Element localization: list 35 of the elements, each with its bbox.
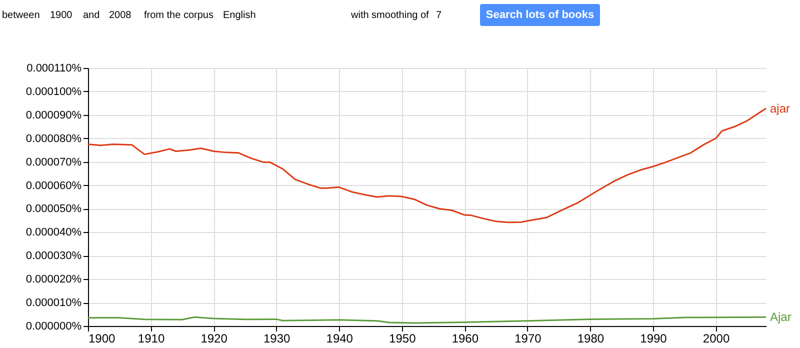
text: from the corpus [144,10,214,21]
y-tick-label: 0.000000% [26,320,82,332]
text: Search lots of books [486,9,594,21]
y-tick-label: 0.000110% [26,62,82,74]
y-tick-label: 0.000060% [26,180,82,192]
text: between [2,10,40,21]
x-tick-label: 1920 [200,332,228,346]
x-tick-label: 2000 [702,332,730,346]
series-label: Ajar [770,310,792,324]
text: 7 [436,10,442,21]
text: English [223,10,256,21]
text: 1900 [50,10,73,21]
line-series [87,108,767,224]
y-tick-label: 0.000050% [26,203,82,216]
series-label: ajar [770,101,790,116]
text: with smoothing of [350,10,430,21]
y-tick-label: 0.000020% [26,274,82,286]
text: 2008 [109,10,132,21]
x-tick-label: 1950 [389,332,416,346]
y-tick-label: 0.000090% [26,109,82,122]
y-tick-label: 0.000070% [26,156,82,168]
text: and [83,10,100,21]
y-tick-label: 0.000030% [26,250,82,262]
x-tick-label: 1900 [88,332,116,346]
x-tick-label: 1970 [514,332,542,346]
x-tick-label: 1980 [577,332,604,346]
x-tick-label: 1910 [138,332,165,346]
x-tick-label: 1960 [452,332,479,346]
y-tick-label: 0.000040% [26,226,82,239]
x-tick-label: 1930 [263,332,291,346]
x-tick-label: 1940 [326,332,354,346]
y-tick-label: 0.000010% [26,297,82,310]
y-tick-label: 0.000080% [26,132,82,145]
x-tick-label: 1990 [640,332,668,346]
y-tick-label: 0.000100% [26,86,82,98]
